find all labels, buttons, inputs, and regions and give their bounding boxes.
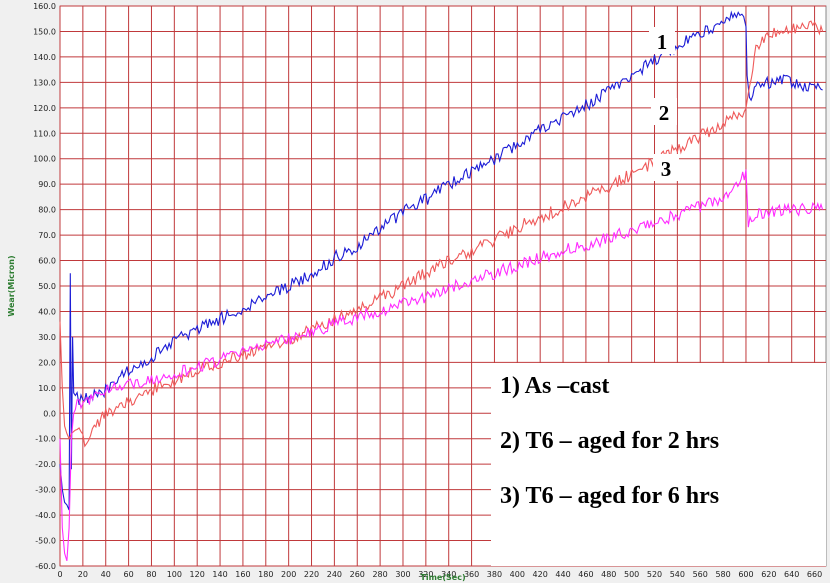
x-tick-label: 140 xyxy=(212,570,227,579)
legend-box xyxy=(491,363,826,566)
legend-entry-1: 1) As –cast xyxy=(500,373,609,399)
y-tick-label: 70.0 xyxy=(38,231,56,240)
x-tick-labels: 0 20 40 60 80 100 120 140 160 180 200 220 240 260 280 3… xyxy=(57,570,822,579)
x-tick-label: 120 xyxy=(190,570,205,579)
y-tick-label: 110.0 xyxy=(33,129,56,138)
x-tick-label: 500 xyxy=(624,570,639,579)
x-tick-label: 540 xyxy=(670,570,685,579)
y-tick-label: -30.0 xyxy=(35,486,56,495)
x-tick-label: 60 xyxy=(124,570,134,579)
x-tick-label: 460 xyxy=(578,570,593,579)
x-tick-label: 440 xyxy=(555,570,570,579)
x-tick-label: 160 xyxy=(235,570,250,579)
y-tick-label: 130.0 xyxy=(33,78,56,87)
x-tick-label: 620 xyxy=(761,570,776,579)
series-line-2 xyxy=(59,20,824,448)
y-tick-label: 0.0 xyxy=(43,409,56,418)
x-tick-label: 280 xyxy=(372,570,387,579)
x-tick-label: 580 xyxy=(715,570,730,579)
x-tick-label: 320 xyxy=(418,570,433,579)
series-line-3 xyxy=(59,169,824,562)
legend-entry-2: 2) T6 – aged for 2 hrs xyxy=(500,428,719,454)
y-tick-label: -60.0 xyxy=(35,562,56,571)
series-line-1 xyxy=(59,10,823,511)
y-tick-label: 30.0 xyxy=(38,333,56,342)
y-tick-label: -40.0 xyxy=(35,511,56,520)
curve-label-1-bg xyxy=(649,27,675,54)
y-tick-label: 10.0 xyxy=(38,384,56,393)
x-tick-label: 20 xyxy=(78,570,88,579)
y-tick-label: -20.0 xyxy=(35,460,56,469)
y-tick-label: 80.0 xyxy=(38,206,56,215)
y-tick-label: 120.0 xyxy=(33,104,56,113)
curve-label-2-bg xyxy=(651,98,677,125)
x-tick-label: 260 xyxy=(350,570,365,579)
x-tick-label: 520 xyxy=(647,570,662,579)
x-tick-label: 240 xyxy=(327,570,342,579)
y-tick-label: 150.0 xyxy=(33,27,56,36)
x-tick-label: 40 xyxy=(101,570,111,579)
y-axis-title: Wear(Micron) xyxy=(7,255,16,316)
y-tick-label: 160.0 xyxy=(33,2,56,11)
y-tick-label: 90.0 xyxy=(38,180,56,189)
y-tick-label: -10.0 xyxy=(35,435,56,444)
y-tick-label: 50.0 xyxy=(38,282,56,291)
x-tick-label: 560 xyxy=(693,570,708,579)
x-tick-label: 80 xyxy=(146,570,156,579)
x-tick-label: 300 xyxy=(395,570,410,579)
y-tick-label: -50.0 xyxy=(35,537,56,546)
legend: 1) As –cast 2) T6 – aged for 2 hrs 3) T6… xyxy=(491,363,826,566)
x-tick-label: 100 xyxy=(167,570,182,579)
x-tick-label: 180 xyxy=(258,570,273,579)
curve-label-3: 3 xyxy=(661,157,672,181)
x-tick-label: 420 xyxy=(533,570,548,579)
x-tick-label: 660 xyxy=(807,570,822,579)
x-tick-label: 600 xyxy=(738,570,753,579)
curve-label-1: 1 xyxy=(657,30,668,54)
x-axis-title: Time(Sec) xyxy=(420,573,465,582)
x-tick-label: 480 xyxy=(601,570,616,579)
y-tick-labels: 160.0 150.0 140.0 130.0 120.0 110.0 100.0 90.0 8… xyxy=(33,2,56,571)
y-tick-label: 140.0 xyxy=(33,53,56,62)
x-tick-label: 400 xyxy=(510,570,525,579)
curve-label-3-bg xyxy=(653,154,679,181)
x-tick-label: 220 xyxy=(304,570,319,579)
x-tick-label: 200 xyxy=(281,570,296,579)
curve-label-2: 2 xyxy=(659,101,670,125)
legend-entry-3: 3) T6 – aged for 6 hrs xyxy=(500,483,719,509)
x-tick-label: 380 xyxy=(487,570,502,579)
y-tick-label: 40.0 xyxy=(38,307,56,316)
x-tick-label: 360 xyxy=(464,570,479,579)
series-group xyxy=(59,10,824,562)
x-tick-label: 0 xyxy=(57,570,62,579)
x-tick-label: 340 xyxy=(441,570,456,579)
y-tick-label: 20.0 xyxy=(38,358,56,367)
x-tick-label: 640 xyxy=(784,570,799,579)
y-tick-label: 100.0 xyxy=(33,155,56,164)
y-tick-label: 60.0 xyxy=(38,257,56,266)
